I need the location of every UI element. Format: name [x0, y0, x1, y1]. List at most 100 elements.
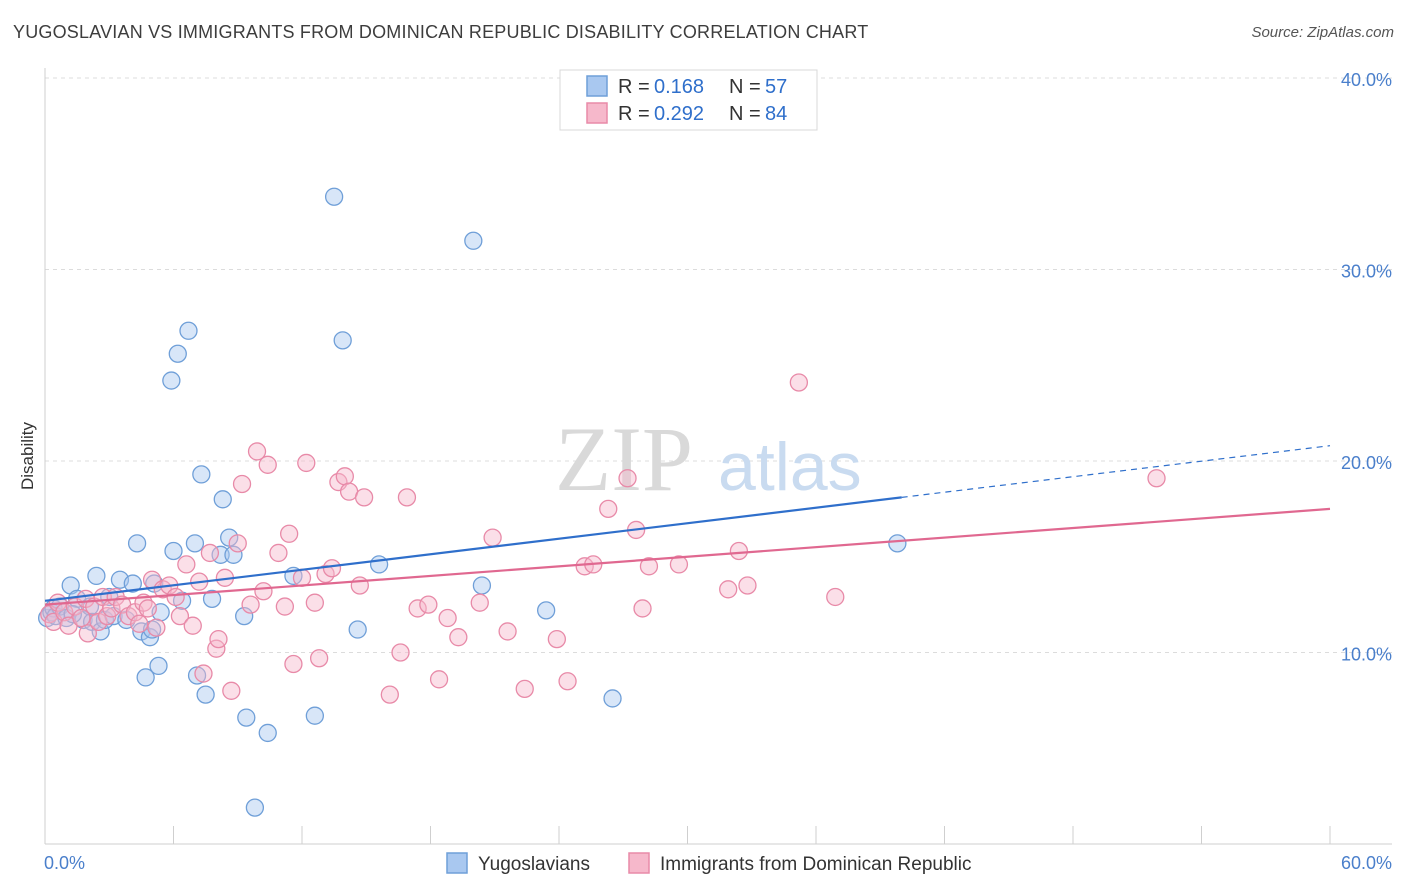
trend-line-yugoslavians: [44, 496, 902, 602]
point-yugoslavians: [187, 666, 207, 685]
point-dominican: [599, 499, 618, 519]
trend-line-dominican: [44, 507, 1331, 606]
point-dominican: [72, 608, 91, 628]
point-yugoslavians: [213, 490, 232, 509]
y-tick-label: 20.0%: [1341, 453, 1392, 473]
point-dominican: [547, 629, 567, 649]
top-legend: R = 0.168 N = 57 R = 0.292 N = 84: [559, 69, 818, 131]
point-dominican: [166, 587, 185, 607]
point-dominican: [633, 599, 652, 618]
bottom-legend-swatch-yugoslavians: [446, 852, 468, 874]
point-yugoslavians: [202, 589, 222, 609]
point-dominican: [483, 528, 502, 547]
point-dominican: [232, 474, 252, 494]
point-yugoslavians: [136, 668, 155, 687]
watermark-zip: ZIP: [555, 408, 693, 510]
point-dominican: [719, 580, 738, 599]
point-yugoslavians: [87, 566, 106, 586]
trend-line-yugoslavians-extension: [901, 445, 1331, 498]
point-dominican: [419, 595, 438, 614]
point-yugoslavians: [472, 576, 492, 595]
point-dominican: [275, 597, 295, 616]
bottom-legend: Yugoslavians Immigrants from Dominican R…: [446, 852, 972, 875]
legend-r-label-1: R =: [618, 76, 650, 98]
data-points: [37, 187, 1166, 817]
point-yugoslavians: [324, 187, 344, 206]
bottom-legend-label-dominican: Immigrants from Dominican Republic: [660, 854, 972, 875]
legend-r-label-2: R =: [618, 103, 650, 125]
y-axis-title: Disability: [18, 421, 37, 490]
point-dominican: [177, 555, 196, 574]
point-dominican: [397, 488, 417, 507]
point-dominican: [826, 587, 845, 607]
point-dominican: [279, 524, 299, 543]
point-dominican: [292, 568, 312, 587]
legend-n-value-1: 57: [765, 76, 787, 98]
point-dominican: [335, 467, 354, 486]
point-dominican: [130, 614, 149, 633]
point-yugoslavians: [149, 656, 168, 676]
point-dominican: [209, 629, 228, 649]
point-yugoslavians: [192, 465, 211, 484]
legend-swatch-yugoslavians: [586, 75, 608, 97]
legend-n-label-2: N =: [729, 103, 761, 125]
point-dominican: [322, 559, 342, 578]
point-dominican: [297, 453, 316, 473]
point-dominican: [498, 622, 517, 641]
point-dominican: [558, 672, 577, 691]
point-dominican: [669, 555, 689, 574]
point-yugoslavians: [235, 606, 254, 626]
legend-r-value-1: 0.168: [654, 76, 704, 98]
point-dominican: [284, 654, 303, 674]
point-yugoslavians: [603, 689, 622, 708]
grid-lines: [45, 77, 1392, 653]
point-dominican: [515, 679, 534, 699]
point-yugoslavians: [888, 534, 907, 553]
point-dominican: [200, 543, 220, 563]
point-dominican: [350, 576, 369, 595]
bottom-legend-label-yugoslavians: Yugoslavians: [478, 854, 590, 875]
point-dominican: [789, 373, 809, 392]
point-dominican: [228, 534, 247, 553]
source-credit: Source: ZipAtlas.com: [1251, 24, 1394, 41]
point-yugoslavians: [127, 534, 147, 553]
chart-title: YUGOSLAVIAN VS IMMIGRANTS FROM DOMINICAN…: [13, 22, 869, 42]
point-dominican: [729, 541, 749, 561]
point-yugoslavians: [185, 534, 205, 553]
point-yugoslavians: [258, 723, 277, 743]
point-dominican: [309, 649, 329, 668]
point-dominican: [138, 599, 157, 618]
point-dominican: [147, 618, 166, 637]
point-yugoslavians: [164, 541, 183, 561]
x-tick-label-max: 60.0%: [1341, 853, 1392, 873]
point-dominican: [170, 606, 190, 626]
point-yugoslavians: [537, 601, 556, 620]
point-dominican: [183, 616, 202, 635]
point-yugoslavians: [123, 574, 142, 593]
point-dominican: [241, 595, 260, 614]
point-dominican: [391, 643, 410, 662]
point-dominican: [354, 488, 374, 507]
legend-r-value-2: 0.292: [654, 103, 704, 125]
point-dominican: [738, 576, 757, 595]
point-dominican: [438, 608, 457, 628]
watermark: ZIP atlas: [555, 408, 862, 510]
legend-n-label-1: N =: [729, 76, 761, 98]
point-dominican: [258, 455, 277, 474]
point-dominican: [269, 543, 288, 563]
point-dominican: [78, 624, 97, 643]
y-tick-label: 30.0%: [1341, 262, 1392, 282]
watermark-atlas: atlas: [718, 429, 862, 505]
point-dominican: [618, 469, 637, 488]
axes: [44, 68, 1392, 845]
point-yugoslavians: [179, 321, 198, 340]
point-yugoslavians: [348, 620, 367, 639]
trend-lines: [44, 445, 1331, 606]
point-yugoslavians: [224, 545, 243, 564]
point-dominican: [380, 685, 399, 704]
point-dominican: [222, 681, 241, 700]
point-dominican: [254, 582, 273, 601]
point-dominican: [449, 628, 468, 647]
point-dominican: [194, 664, 213, 683]
